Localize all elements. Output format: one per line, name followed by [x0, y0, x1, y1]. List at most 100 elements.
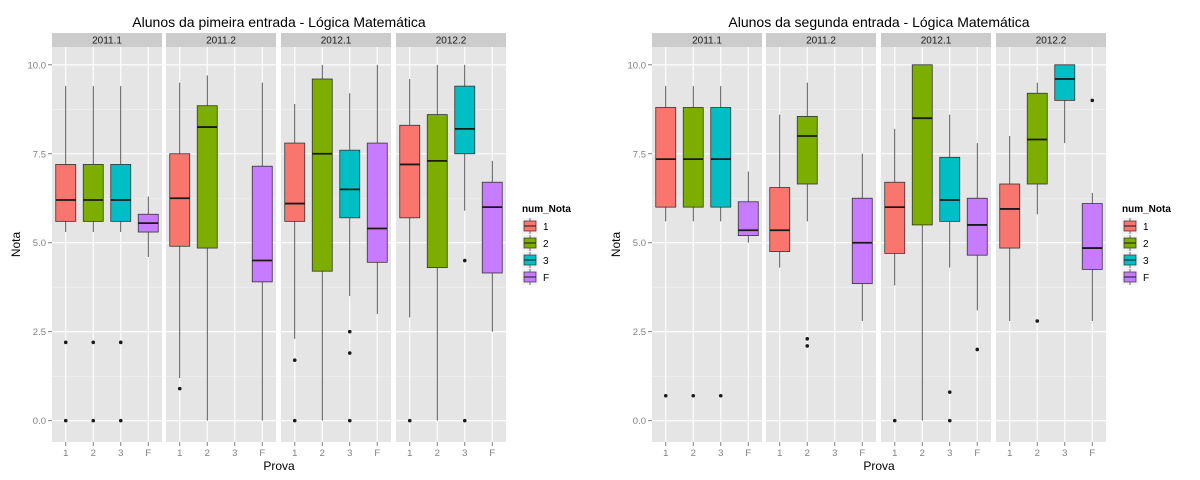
facet-panel-2012.1: 2012.1 1 2 3 F	[281, 33, 391, 459]
y-tick-label: 5.0	[633, 238, 646, 249]
outlier-point	[805, 337, 810, 341]
facet-strip-label: 2012.2	[436, 36, 467, 47]
box-2011.1-prova-3	[710, 86, 732, 398]
facet-strip	[766, 33, 876, 47]
outlier-point	[805, 344, 810, 348]
x-tick-label: 2	[805, 448, 810, 459]
box-body	[366, 142, 388, 263]
y-tick-label: 10.0	[628, 60, 647, 71]
x-tick-label: 1	[663, 448, 668, 459]
legend-label: 1	[1143, 222, 1149, 233]
outlier-point	[947, 390, 952, 394]
legend-label: 1	[543, 222, 549, 233]
x-tick-label: 1	[407, 448, 412, 459]
outlier-point	[347, 351, 352, 355]
outlier-point	[663, 393, 668, 398]
facet-strip	[281, 33, 391, 47]
outlier-point	[1090, 98, 1095, 103]
outlier-point	[975, 347, 980, 352]
outlier-point	[462, 418, 467, 423]
y-tick-label: 7.5	[33, 149, 46, 160]
x-tick-label: 2	[91, 448, 96, 459]
x-axis-title: Prova	[263, 459, 295, 473]
y-tick-label: 0.0	[633, 416, 646, 427]
box-2012.2-prova-2	[1026, 82, 1048, 323]
y-tick-label: 2.5	[633, 327, 646, 338]
box-2012.2-prova-1	[399, 79, 421, 423]
outlier-point	[347, 329, 352, 334]
box-2011.1-prova-2	[82, 86, 104, 423]
box-2011.1-prova-F	[737, 171, 759, 243]
x-tick-label: 3	[1062, 448, 1067, 459]
box-body	[284, 142, 306, 222]
outlier-point	[691, 393, 696, 398]
box-2012.2-prova-3	[454, 64, 476, 423]
box-2011.2-prova-F	[851, 153, 873, 322]
outlier-point	[292, 418, 297, 423]
box-2011.1-prova-1	[55, 86, 77, 423]
facet-panel-2011.2: 2011.2 1 2 3 F	[766, 33, 876, 459]
outlier-point	[462, 258, 467, 263]
x-tick-label: F	[1089, 448, 1095, 459]
box-2012.2-prova-3	[1054, 64, 1076, 144]
chart-title: Alunos da segunda entrada - Lógica Matem…	[728, 14, 1029, 30]
legend-label: 2	[1143, 239, 1149, 250]
box-2011.2-prova-2	[796, 82, 818, 348]
box-2012.2-prova-F	[481, 160, 503, 332]
box-body	[196, 105, 218, 249]
x-tick-label: 2	[205, 448, 210, 459]
y-axis-title: Nota	[609, 232, 623, 258]
facet-panel-2012.1: 2012.1 1 2 3 F	[881, 33, 991, 459]
box-2011.1-prova-F	[137, 196, 159, 257]
chart-2: Alunos da segunda entrada - Lógica Matem…	[609, 14, 1171, 473]
facet-strip-label: 2011.2	[806, 36, 836, 47]
outlier-point	[63, 418, 68, 423]
box-2011.1-prova-1	[655, 86, 677, 398]
x-axis-title: Prova	[863, 459, 895, 473]
panel-background	[52, 47, 162, 442]
y-tick-label: 7.5	[633, 149, 646, 160]
legend-label: F	[1143, 273, 1149, 284]
box-body	[655, 107, 677, 208]
box-body	[481, 181, 503, 274]
legend-label: F	[543, 273, 549, 284]
facet-strip	[652, 33, 762, 47]
box-body	[169, 153, 191, 247]
box-body	[82, 164, 104, 222]
y-tick-label: 10.0	[28, 60, 47, 71]
facet-strip	[52, 33, 162, 47]
facet-strip-label: 2012.1	[321, 36, 352, 47]
box-body	[339, 149, 361, 219]
box-body	[796, 115, 818, 185]
box-body	[311, 78, 333, 272]
box-body	[966, 197, 988, 256]
box-2012.2-prova-1	[999, 135, 1021, 322]
outlier-point	[63, 340, 68, 345]
x-tick-label: 3	[832, 448, 837, 459]
y-tick-label: 0.0	[33, 416, 46, 427]
x-tick-label: 2	[691, 448, 696, 459]
outlier-point	[292, 358, 297, 362]
facet-strip-label: 2011.1	[92, 36, 122, 47]
chart-1: Alunos da pimeira entrada - Lógica Matem…	[9, 14, 571, 473]
facet-panel-2012.2: 2012.2 1 2 3 F	[996, 33, 1106, 459]
box-body	[884, 181, 906, 254]
x-tick-label: F	[374, 448, 380, 459]
box-body	[710, 107, 732, 208]
x-tick-label: 3	[718, 448, 723, 459]
facet-panel-2011.2: 2011.2 1 2 3 F	[166, 33, 276, 459]
facet-panel-2011.1: 2011.1 1 2 3 F	[52, 33, 162, 459]
x-tick-label: 3	[462, 448, 467, 459]
outlier-point	[177, 386, 182, 391]
legend-item-F: F	[522, 269, 549, 285]
y-tick-label: 2.5	[33, 327, 46, 338]
box-body	[1054, 64, 1076, 101]
box-2011.2-prova-F	[251, 82, 273, 421]
outlier-point	[118, 418, 123, 423]
legend-title: num_Nota	[1122, 204, 1171, 215]
box-2012.1-prova-F	[966, 143, 988, 352]
outlier-point	[118, 340, 123, 345]
x-tick-label: 2	[320, 448, 325, 459]
box-2012.1-prova-2	[911, 64, 933, 421]
